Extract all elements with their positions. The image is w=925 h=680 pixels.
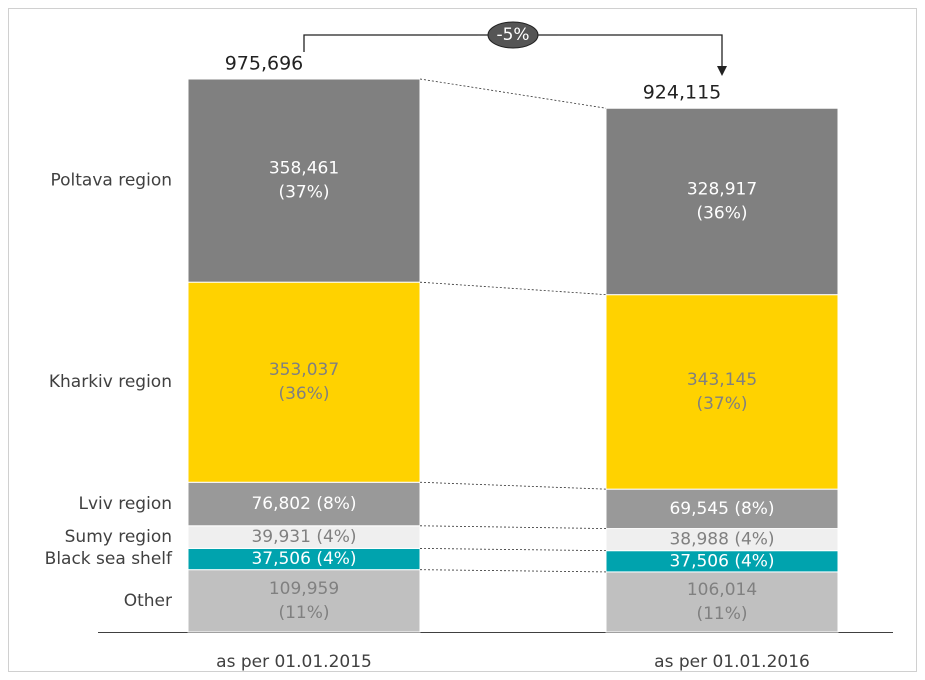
change-label: -5% (496, 25, 529, 45)
x-tick-label: as per 01.01.2016 (654, 652, 810, 672)
connector (419, 481, 607, 490)
value-label: 328,917 (36%) (687, 179, 757, 223)
value-label: 37,506 (4%) (669, 551, 774, 571)
value-label: 343,145 (37%) (687, 370, 757, 414)
series-label: Poltava region (51, 171, 173, 191)
value-label: 39,931 (4%) (251, 527, 356, 547)
bar-segment (187, 569, 421, 633)
connector (419, 525, 607, 529)
bar-segment (605, 294, 839, 490)
bar-segment (187, 78, 421, 283)
value-label: 37,506 (4%) (251, 549, 356, 569)
series-label: Lviv region (79, 494, 172, 514)
value-label: 76,802 (8%) (251, 494, 356, 514)
total-label: 975,696 (225, 53, 304, 75)
x-tick-label: as per 01.01.2015 (216, 652, 372, 672)
value-label: 69,545 (8%) (669, 499, 774, 519)
series-label: Kharkiv region (49, 372, 172, 392)
series-label: Other (124, 591, 172, 611)
connector (419, 78, 607, 109)
frame (8, 8, 917, 672)
bar-segment (605, 571, 839, 633)
bar-segment (605, 107, 839, 296)
series-label: Sumy region (65, 527, 172, 547)
series-label: Black sea shelf (45, 549, 173, 569)
value-label: 358,461 (37%) (269, 159, 339, 203)
bar-segment (187, 281, 421, 483)
connector (419, 569, 607, 573)
value-label: 106,014 (11%) (687, 580, 757, 624)
value-label: 109,959 (11%) (269, 579, 339, 623)
bar-segment (605, 488, 839, 530)
change-bracket: -5% (303, 21, 727, 76)
value-label: 38,988 (4%) (669, 530, 774, 550)
connector (419, 548, 607, 552)
connector (419, 281, 607, 296)
total-label: 924,115 (643, 82, 722, 104)
value-label: 353,037 (36%) (269, 360, 339, 404)
